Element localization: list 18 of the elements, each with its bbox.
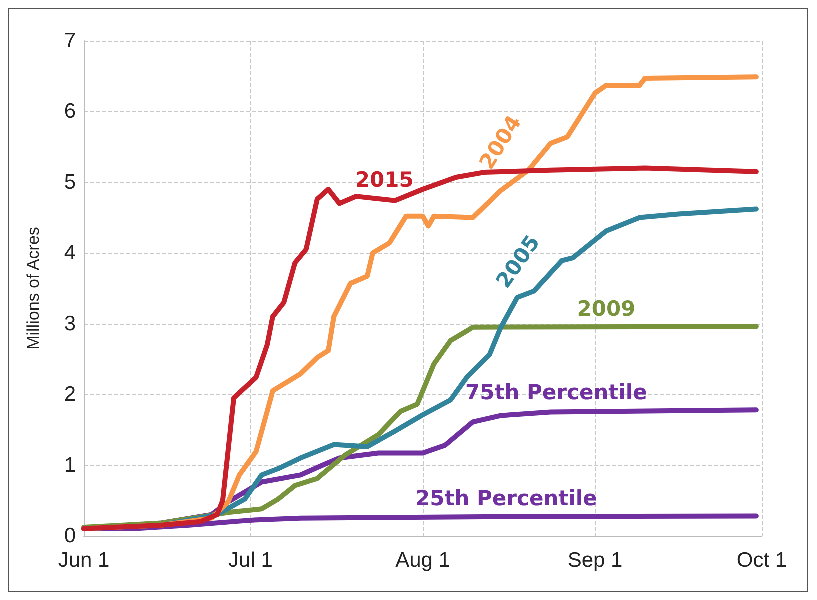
series-label: 75th Percentile (466, 380, 648, 405)
y-tick-label: 3 (64, 312, 76, 336)
y-tick-label: 4 (64, 242, 76, 265)
y-tick-label: 1 (64, 454, 76, 477)
x-tick-label: Jul 1 (228, 549, 273, 572)
series-label: 25th Percentile (416, 486, 598, 511)
series-label: 2015 (355, 168, 414, 192)
x-tick-label: Oct 1 (736, 549, 788, 572)
y-tick-label: 2 (64, 383, 76, 406)
series-label: 2009 (577, 297, 636, 322)
y-tick-label: 6 (64, 100, 76, 124)
x-tick-label: Sep 1 (568, 549, 623, 572)
y-tick-label: 0 (64, 524, 76, 548)
x-tick-label: Jun 1 (58, 549, 110, 572)
y-tick-label: 7 (64, 30, 76, 52)
y-axis-title: Millions of Acres (24, 227, 43, 350)
x-tick-label: Aug 1 (396, 549, 450, 572)
y-tick-label: 5 (64, 170, 76, 194)
